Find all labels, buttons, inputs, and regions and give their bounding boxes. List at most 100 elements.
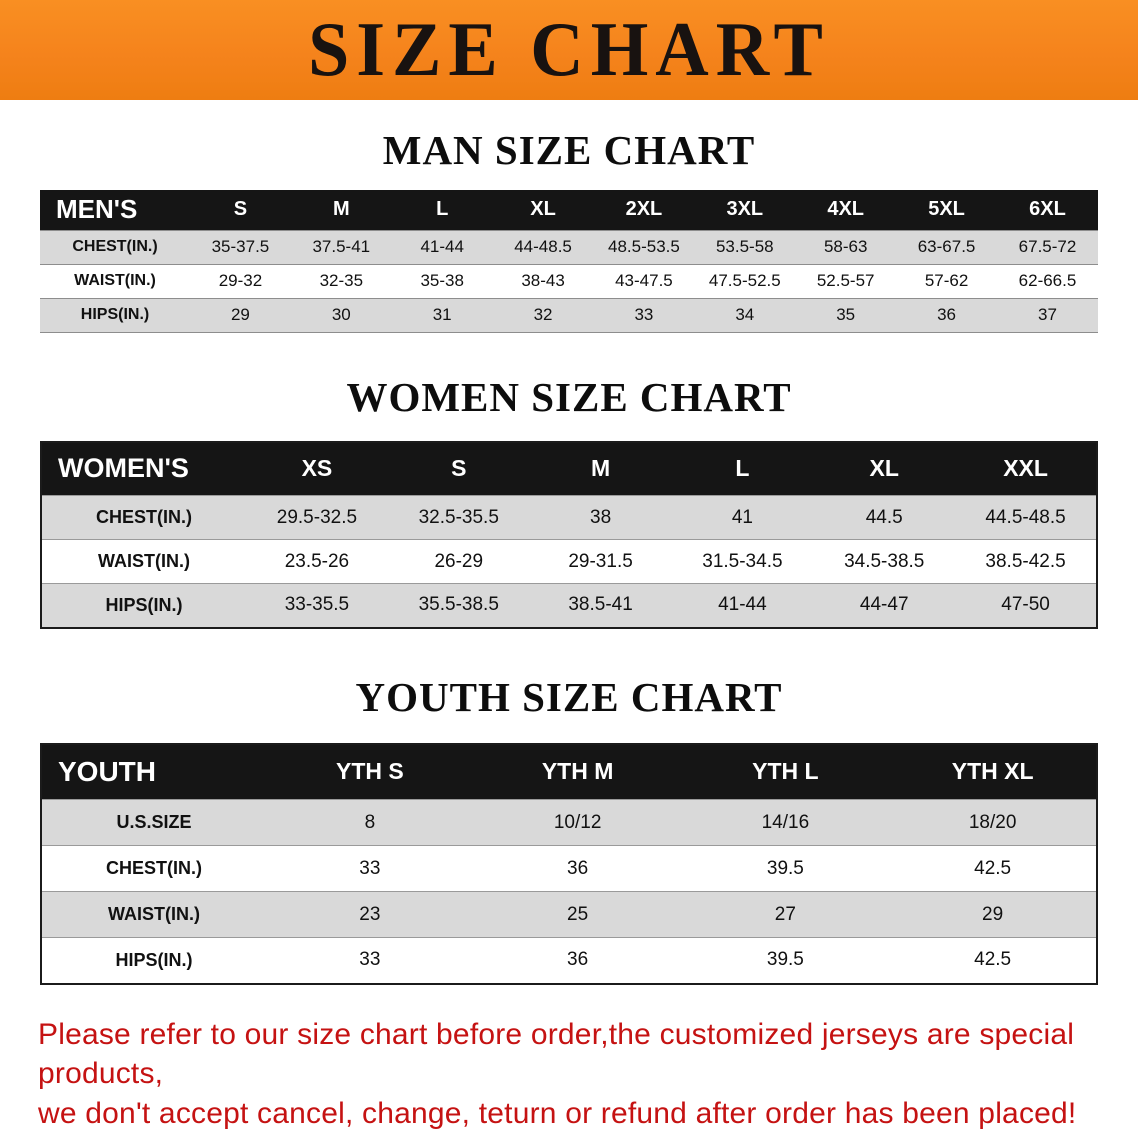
size-value-cell: 23.5-26 [246,540,388,584]
table-corner-label: WOMEN'S [41,442,246,496]
size-value-cell: 35-37.5 [190,230,291,264]
youth-section-heading: YOUTH SIZE CHART [0,629,1138,743]
size-value-cell: 8 [266,800,474,846]
size-value-cell: 31.5-34.5 [671,540,813,584]
size-value-cell: 18/20 [889,800,1097,846]
size-column-header: M [291,190,392,230]
row-label: CHEST(IN.) [41,846,266,892]
size-value-cell: 39.5 [682,938,890,984]
size-column-header: 5XL [896,190,997,230]
size-value-cell: 44.5-48.5 [955,496,1097,540]
size-value-cell: 38-43 [493,264,594,298]
row-label: WAIST(IN.) [40,264,190,298]
size-value-cell: 14/16 [682,800,890,846]
size-value-cell: 67.5-72 [997,230,1098,264]
size-column-header: S [190,190,291,230]
size-value-cell: 23 [266,892,474,938]
size-column-header: S [388,442,530,496]
size-column-header: YTH XL [889,744,1097,800]
size-value-cell: 37 [997,298,1098,332]
size-value-cell: 32.5-35.5 [388,496,530,540]
size-value-cell: 41-44 [392,230,493,264]
size-value-cell: 30 [291,298,392,332]
size-value-cell: 44.5 [813,496,955,540]
size-value-cell: 41-44 [671,584,813,628]
size-column-header: YTH M [474,744,682,800]
size-value-cell: 48.5-53.5 [594,230,695,264]
size-value-cell: 35 [795,298,896,332]
size-column-header: XS [246,442,388,496]
size-column-header: XL [813,442,955,496]
page-title: SIZE CHART [308,11,830,89]
size-value-cell: 35.5-38.5 [388,584,530,628]
row-label: HIPS(IN.) [40,298,190,332]
size-value-cell: 42.5 [889,938,1097,984]
size-value-cell: 57-62 [896,264,997,298]
size-column-header: M [530,442,672,496]
size-value-cell: 32 [493,298,594,332]
size-value-cell: 38 [530,496,672,540]
disclaimer-line-1: Please refer to our size chart before or… [38,1015,1100,1094]
size-value-cell: 47-50 [955,584,1097,628]
size-value-cell: 33 [594,298,695,332]
size-value-cell: 27 [682,892,890,938]
size-column-header: 6XL [997,190,1098,230]
size-value-cell: 44-47 [813,584,955,628]
row-label: CHEST(IN.) [41,496,246,540]
row-label: HIPS(IN.) [41,938,266,984]
banner: SIZE CHART [0,0,1138,100]
row-label: WAIST(IN.) [41,892,266,938]
size-value-cell: 38.5-42.5 [955,540,1097,584]
size-column-header: L [392,190,493,230]
size-value-cell: 37.5-41 [291,230,392,264]
size-value-cell: 33 [266,846,474,892]
row-label: U.S.SIZE [41,800,266,846]
size-value-cell: 33 [266,938,474,984]
size-value-cell: 29-32 [190,264,291,298]
size-column-header: 2XL [594,190,695,230]
disclaimer-line-2: we don't accept cancel, change, teturn o… [38,1094,1100,1133]
table-corner-label: YOUTH [41,744,266,800]
size-value-cell: 35-38 [392,264,493,298]
size-column-header: XXL [955,442,1097,496]
size-column-header: 3XL [694,190,795,230]
size-value-cell: 29 [889,892,1097,938]
size-value-cell: 38.5-41 [530,584,672,628]
size-value-cell: 47.5-52.5 [694,264,795,298]
size-value-cell: 42.5 [889,846,1097,892]
size-value-cell: 26-29 [388,540,530,584]
size-value-cell: 36 [896,298,997,332]
size-value-cell: 34 [694,298,795,332]
size-value-cell: 29-31.5 [530,540,672,584]
size-value-cell: 10/12 [474,800,682,846]
size-column-header: L [671,442,813,496]
size-column-header: XL [493,190,594,230]
size-value-cell: 36 [474,846,682,892]
size-value-cell: 41 [671,496,813,540]
size-value-cell: 39.5 [682,846,890,892]
size-value-cell: 32-35 [291,264,392,298]
size-column-header: YTH S [266,744,474,800]
size-value-cell: 52.5-57 [795,264,896,298]
size-column-header: YTH L [682,744,890,800]
